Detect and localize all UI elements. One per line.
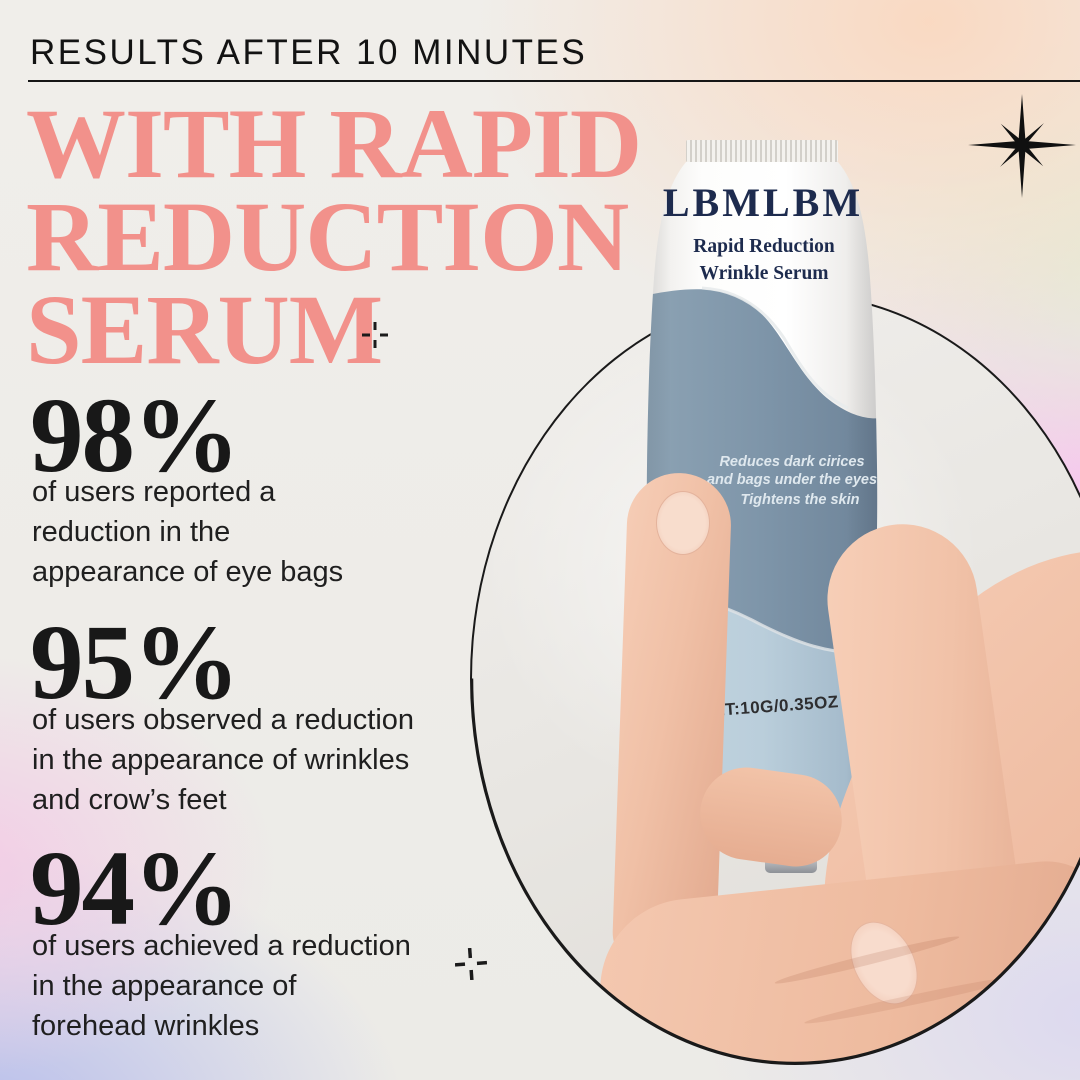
headline-line-2: REDUCTION [26, 181, 629, 292]
claim-line1: Reduces dark cirices [719, 454, 864, 470]
eyebrow-title: RESULTS AFTER 10 MINUTES [30, 33, 588, 72]
stat-desc-98-line1: of users reported a [32, 476, 276, 508]
headline-line-1: WITH RAPID [26, 88, 642, 199]
stat-desc-95-line2: in the appearance of wrinkles [32, 744, 410, 776]
stat-value-95: 95% [30, 604, 240, 722]
stat-desc-94-line2: in the appearance of [32, 970, 297, 1002]
stat-desc-98-line2: reduction in the [32, 516, 231, 548]
header-divider [28, 80, 1080, 82]
index-fingernail [656, 491, 710, 555]
product-name-line1: Rapid Reduction [693, 236, 835, 257]
brand-name: LBMLBM [663, 180, 863, 225]
stat-desc-95-line1: of users observed a reduction [32, 704, 415, 736]
claim-line2: and bags under the eyes [707, 472, 877, 488]
stat-value-94: 94% [30, 830, 240, 948]
headline: WITH RAPID REDUCTION SERUM [26, 88, 642, 385]
headline-line-3: SERUM [26, 274, 383, 385]
sparkle-icon [362, 322, 388, 348]
stat-value-98: 98% [30, 377, 240, 495]
sparkle-icon [455, 948, 487, 980]
product-name-line2: Wrinkle Serum [699, 263, 828, 284]
stat-desc-94-line3: forehead wrinkles [32, 1010, 260, 1042]
stat-desc-95: of users observed a reduction in the app… [32, 700, 414, 820]
stat-desc-94-line1: of users achieved a reduction [32, 930, 411, 962]
tube-crimp-seal [686, 140, 838, 162]
stat-desc-94: of users achieved a reduction in the app… [32, 926, 411, 1046]
stat-desc-98: of users reported a reduction in the app… [32, 472, 343, 592]
star-icon [968, 94, 1076, 198]
claim-line3: Tightens the skin [741, 492, 860, 508]
stat-desc-95-line3: and crow’s feet [32, 784, 227, 816]
stat-desc-98-line3: appearance of eye bags [32, 556, 344, 588]
